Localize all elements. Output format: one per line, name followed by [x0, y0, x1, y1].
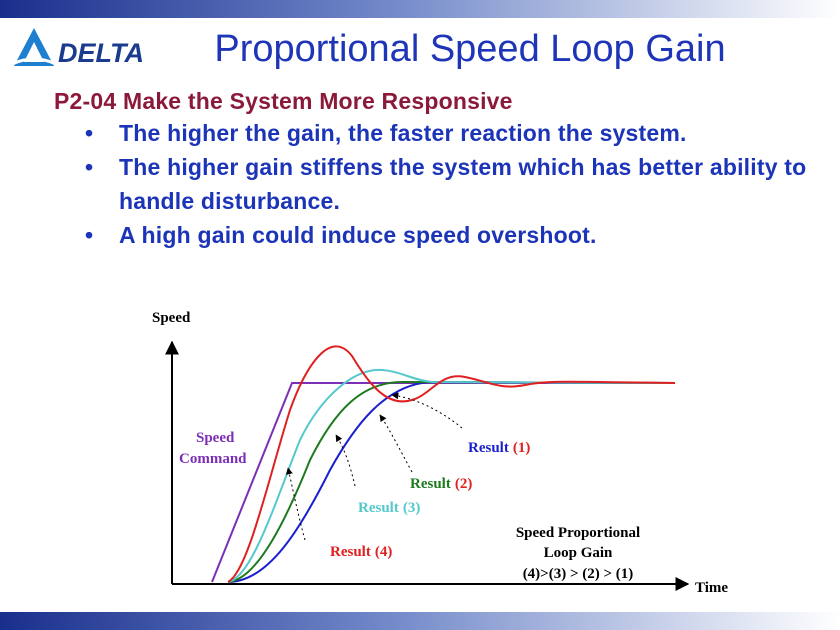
result-4-label-text: Result: [330, 544, 371, 560]
bullet-text: A high gain could induce speed overshoot…: [119, 222, 597, 248]
x-axis-label: Time: [695, 580, 728, 596]
slide-content: P2-04 Make the System More Responsive • T…: [54, 86, 834, 252]
result-3-label-text: Result: [358, 500, 399, 516]
gain-legend-line: Speed Proportional: [516, 525, 640, 541]
result-3-label: Result (3): [358, 500, 420, 516]
bullet-dot-icon: •: [85, 154, 94, 180]
result-3-curve: [227, 368, 676, 583]
result-1-label-num: (1): [513, 440, 531, 456]
delta-triangle-logo-icon: DELTA: [11, 28, 144, 68]
bullet-list: • The higher the gain, the faster reactio…: [54, 116, 834, 252]
bullet-dot-icon: •: [85, 222, 94, 248]
result-1-pointer: [391, 392, 463, 429]
brand-name: DELTA: [58, 38, 144, 68]
result-4-label: Result (4): [330, 544, 392, 560]
result-1-label: Result (1): [468, 440, 530, 456]
bottom-decor-band: [0, 612, 840, 630]
result-4-curve: [227, 345, 676, 583]
parameter-heading: P2-04 Make the System More Responsive: [54, 88, 513, 114]
bullet-text: The higher the gain, the faster reaction…: [119, 120, 687, 146]
result-3-pointer: [335, 434, 356, 487]
speed-response-figure: Speed Time Speed Command Result (1) Resul…: [152, 310, 728, 596]
speed-command-label: Speed: [196, 430, 235, 446]
delta-logo: DELTA: [10, 24, 150, 72]
gain-legend-line: Loop Gain: [544, 545, 613, 561]
bullet-item: • A high gain could induce speed overshoo…: [54, 218, 834, 252]
y-axis-label: Speed: [152, 310, 191, 326]
bullet-item: • The higher the gain, the faster reactio…: [54, 116, 834, 150]
gain-legend-line: (4)>(3) > (2) > (1): [523, 566, 634, 582]
result-1-label-text: Result: [468, 440, 509, 456]
result-2-label-text: Result: [410, 476, 451, 492]
top-decor-band: [0, 0, 840, 18]
result-4-label-num: (4): [375, 544, 393, 560]
bullet-item: • The higher gain stiffens the system whi…: [54, 150, 834, 218]
result-3-label-num: (3): [403, 500, 421, 516]
result-2-label-num: (2): [455, 476, 473, 492]
bullet-text: The higher gain stiffens the system whic…: [119, 154, 807, 214]
result-1-curve: [227, 380, 676, 583]
result-2-label: Result (2): [410, 476, 472, 492]
bullet-dot-icon: •: [85, 120, 94, 146]
speed-command-label: Command: [179, 451, 247, 467]
slide-title: Proportional Speed Loop Gain: [214, 28, 726, 70]
result-2-pointer: [379, 414, 413, 473]
